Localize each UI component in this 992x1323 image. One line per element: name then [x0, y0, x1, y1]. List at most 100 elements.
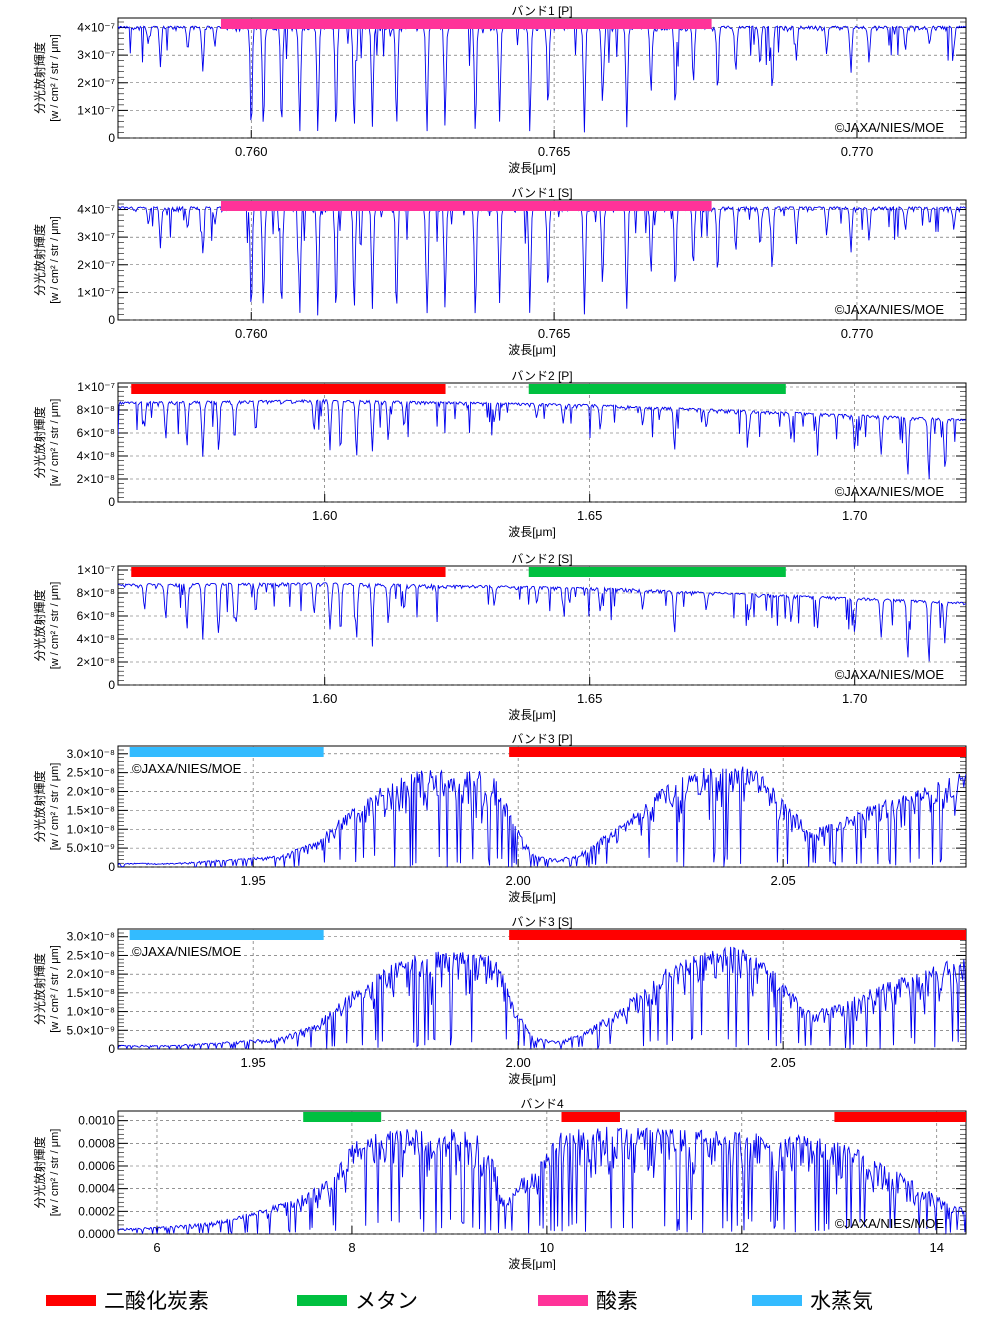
legend-item-water-vapor: 水蒸気 [752, 1286, 873, 1314]
y-axis-label: 分光放射輝度 [32, 953, 47, 1025]
y-tick-label: 1×10⁻⁷ [77, 285, 115, 299]
copyright-annotation: ©JAXA/NIES/MOE [835, 302, 945, 317]
y-tick-label: 8×10⁻⁸ [77, 403, 115, 417]
y-tick-label: 2×10⁻⁸ [77, 472, 115, 486]
chart-panel-1: 0 1×10⁻⁷ 2×10⁻⁷ 3×10⁻⁷ 4×10⁻⁷ 0.760 0.765 0.770… [32, 4, 967, 175]
x-tick-label: 12 [735, 1240, 749, 1255]
y-axis-label: 分光放射輝度 [32, 224, 47, 296]
chart-panel-6: 0 5.0×10⁻⁹ 1.0×10⁻⁸ 1.5×10⁻⁸ 2.0×10⁻⁸ 2.5×10⁻… [32, 915, 967, 1086]
absorption-band-bar [528, 567, 786, 577]
chart-panel-4: 0 2×10⁻⁸ 4×10⁻⁸ 6×10⁻⁸ 8×10⁻⁸ 1×10⁻⁷ 1.60 1.65 1… [32, 552, 967, 722]
y-axis-unit-label: [w / cm² / str / μm] [49, 34, 61, 122]
plot-frame [117, 745, 967, 868]
x-axis-label: 波長[μm] [508, 890, 556, 904]
y-tick-label: 0.0008 [78, 1136, 115, 1150]
y-tick-label: 0 [108, 131, 115, 145]
x-tick-label: 1.60 [312, 508, 337, 523]
x-tick-label: 0.770 [841, 144, 874, 159]
absorption-band-bar [131, 567, 446, 577]
copyright-annotation: ©JAXA/NIES/MOE [835, 667, 945, 682]
x-tick-label: 1.65 [577, 508, 602, 523]
x-tick-label: 0.770 [841, 326, 874, 341]
spectrum-line [118, 1126, 966, 1234]
y-tick-label: 1×10⁻⁷ [77, 563, 115, 577]
y-tick-label: 0.0004 [78, 1182, 115, 1196]
y-tick-label: 2×10⁻⁷ [77, 258, 115, 272]
chart-title: バンド3 [S] [511, 915, 572, 929]
plot-frame [117, 928, 967, 1050]
y-axis-label: 分光放射輝度 [32, 1136, 47, 1208]
chart-title: バンド2 [S] [511, 552, 572, 566]
y-tick-label: 2×10⁻⁸ [77, 655, 115, 669]
x-tick-label: 2.05 [770, 873, 795, 888]
absorption-band-bar [561, 1112, 620, 1122]
copyright-annotation: ©JAXA/NIES/MOE [835, 1216, 945, 1231]
y-tick-label: 4×10⁻⁷ [77, 21, 115, 35]
y-tick-label: 0.0010 [78, 1114, 115, 1128]
y-tick-label: 2.0×10⁻⁸ [67, 967, 115, 981]
legend-item-oxygen: 酸素 [538, 1286, 638, 1314]
y-tick-label: 0.0002 [78, 1204, 115, 1218]
y-axis-unit-label: [w / cm² / str / μm] [49, 582, 61, 670]
absorption-band-bar [303, 1112, 382, 1122]
y-tick-label: 1.5×10⁻⁸ [67, 986, 115, 1000]
x-tick-label: 1.65 [577, 691, 602, 706]
y-tick-label: 4×10⁻⁸ [77, 449, 115, 463]
x-axis-label: 波長[μm] [508, 708, 556, 722]
x-axis-label: 波長[μm] [508, 161, 556, 175]
x-tick-label: 10 [540, 1240, 554, 1255]
y-axis-label: 分光放射輝度 [32, 42, 47, 114]
y-tick-label: 1.0×10⁻⁸ [67, 822, 115, 836]
x-axis-label: 波長[μm] [508, 1072, 556, 1086]
x-tick-label: 2.05 [770, 1055, 795, 1070]
x-axis-label: 波長[μm] [508, 525, 556, 539]
copyright-annotation: ©JAXA/NIES/MOE [835, 484, 945, 499]
x-tick-label: 0.760 [235, 326, 268, 341]
chart-panel-5: 0 5.0×10⁻⁹ 1.0×10⁻⁸ 1.5×10⁻⁸ 2.0×10⁻⁸ 2.5×10⁻… [32, 732, 967, 904]
y-tick-label: 1.0×10⁻⁸ [67, 1005, 115, 1019]
y-tick-label: 0 [108, 1042, 115, 1056]
x-tick-label: 1.70 [842, 691, 867, 706]
y-axis-unit-label: [w / cm² / str / μm] [49, 945, 61, 1033]
absorption-band-bar [509, 930, 966, 940]
y-axis-unit-label: [w / cm² / str / μm] [49, 763, 61, 851]
y-tick-label: 3×10⁻⁷ [77, 48, 115, 62]
y-tick-label: 1×10⁻⁷ [77, 103, 115, 117]
legend-swatch-water-vapor [752, 1294, 802, 1306]
y-tick-label: 0 [108, 678, 115, 692]
chart-panel-2: 0 1×10⁻⁷ 2×10⁻⁷ 3×10⁻⁷ 4×10⁻⁷ 0.760 0.765 0.770… [32, 186, 967, 357]
y-tick-label: 1.5×10⁻⁸ [67, 803, 115, 817]
y-tick-label: 0.0006 [78, 1159, 115, 1173]
y-axis-unit-label: [w / cm² / str / μm] [49, 399, 61, 487]
y-tick-label: 0 [108, 495, 115, 509]
y-tick-label: 5.0×10⁻⁹ [66, 841, 115, 855]
y-axis-label: 分光放射輝度 [32, 770, 47, 842]
x-tick-label: 2.00 [505, 873, 530, 888]
legend-label-co2: 二酸化炭素 [104, 1289, 209, 1313]
x-tick-label: 8 [348, 1240, 355, 1255]
copyright-annotation: ©JAXA/NIES/MOE [132, 761, 242, 776]
copyright-annotation: ©JAXA/NIES/MOE [835, 120, 945, 135]
x-tick-label: 1.70 [842, 508, 867, 523]
chart-title: バンド2 [P] [511, 369, 572, 383]
y-tick-label: 2.0×10⁻⁸ [67, 785, 115, 799]
x-tick-label: 14 [930, 1240, 944, 1255]
absorption-band-bar [131, 384, 446, 394]
legend-swatch-co2 [46, 1294, 96, 1306]
gas-legend: 二酸化炭素 メタン 酸素 水蒸気 [0, 1282, 992, 1318]
spectrum-line [118, 398, 966, 480]
chart-title: バンド1 [S] [511, 186, 572, 200]
absorption-band-bar [834, 1112, 966, 1122]
spectrum-line [118, 766, 966, 867]
x-tick-label: 0.760 [235, 144, 268, 159]
y-tick-label: 0.0000 [78, 1227, 115, 1241]
legend-swatch-oxygen [538, 1294, 588, 1306]
y-axis-unit-label: [w / cm² / str / μm] [49, 216, 61, 304]
legend-label-methane: メタン [355, 1289, 418, 1313]
x-axis-label: 波長[μm] [508, 1257, 556, 1270]
chart-panel-7: 0.0000 0.0002 0.0004 0.0006 0.0008 0.0010 6 8 10… [32, 1097, 967, 1270]
y-axis-label: 分光放射輝度 [32, 589, 47, 661]
y-tick-label: 6×10⁻⁸ [77, 609, 115, 623]
x-tick-label: 1.95 [240, 873, 265, 888]
spectral-radiance-charts: 0 1×10⁻⁷ 2×10⁻⁷ 3×10⁻⁷ 4×10⁻⁷ 0.760 0.765 0.770… [32, 4, 967, 1270]
